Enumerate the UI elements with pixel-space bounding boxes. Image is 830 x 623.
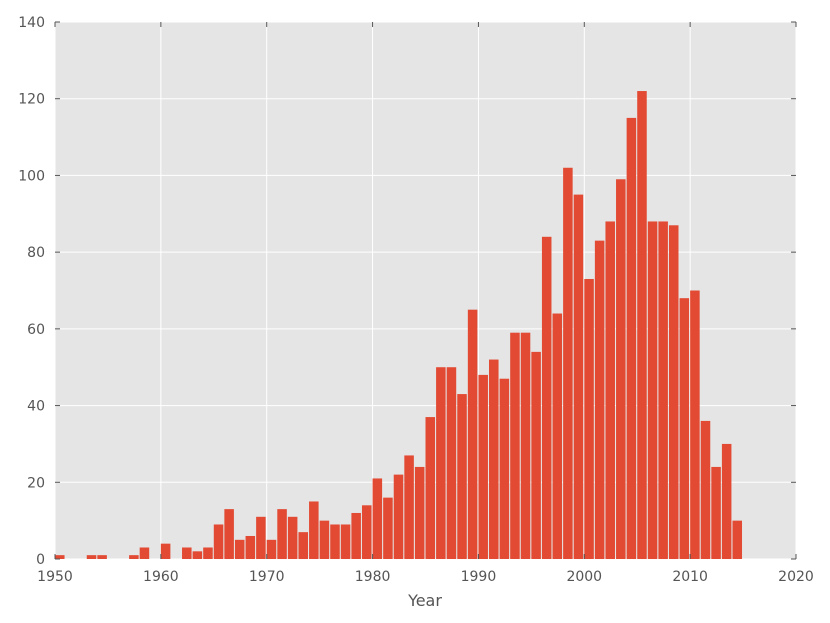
bar — [721, 443, 732, 559]
bar — [594, 240, 605, 559]
y-tick-label: 80 — [27, 245, 45, 261]
bar — [679, 298, 690, 559]
x-tick-label: 1970 — [249, 569, 285, 585]
x-axis-title: Year — [407, 591, 442, 610]
bar — [245, 535, 256, 559]
bar — [361, 505, 372, 559]
bar — [510, 332, 520, 559]
bar — [711, 466, 721, 559]
bar — [520, 332, 531, 559]
y-tick-label: 140 — [18, 15, 45, 31]
bar — [563, 167, 573, 559]
y-tick-label: 120 — [18, 92, 45, 108]
bar — [319, 520, 330, 559]
bar — [436, 367, 446, 559]
bar — [616, 179, 626, 559]
bar — [626, 117, 637, 560]
y-tick-label: 20 — [27, 475, 45, 491]
bar — [467, 309, 478, 559]
bar — [541, 236, 552, 560]
bar — [351, 512, 361, 559]
bar — [637, 91, 647, 560]
bar — [489, 359, 499, 559]
bar — [383, 497, 393, 559]
bar — [552, 313, 563, 559]
x-tick-label: 2020 — [778, 569, 814, 585]
bar — [160, 543, 171, 559]
bar — [478, 374, 488, 559]
bar — [277, 509, 287, 559]
bar — [234, 539, 245, 559]
bar — [658, 221, 668, 559]
bar — [700, 420, 711, 559]
bar — [647, 221, 658, 559]
bar — [732, 520, 743, 559]
bar — [287, 516, 298, 559]
bar — [446, 367, 457, 559]
bar — [86, 555, 97, 559]
bar — [393, 474, 404, 559]
bar — [139, 547, 150, 559]
x-tick-label: 2010 — [672, 569, 708, 585]
bar — [55, 555, 65, 559]
bar — [203, 547, 213, 559]
bar — [340, 524, 351, 559]
bar-series — [55, 91, 743, 560]
bar — [499, 378, 510, 559]
bar — [309, 501, 319, 559]
bar — [584, 278, 594, 559]
bar — [129, 555, 139, 559]
y-tick-label: 100 — [18, 168, 45, 184]
bar — [668, 225, 679, 560]
tick-marks — [54, 21, 797, 560]
bar — [213, 524, 224, 559]
bar — [372, 478, 383, 559]
bar — [97, 555, 107, 559]
y-tick-label: 40 — [27, 399, 45, 415]
y-tick-label: 60 — [27, 322, 45, 338]
bar — [224, 509, 234, 559]
bar — [256, 516, 266, 559]
bar — [690, 290, 700, 559]
y-tick-label: 0 — [36, 552, 45, 568]
bar — [182, 547, 192, 559]
bar — [404, 455, 414, 559]
bar — [573, 194, 584, 559]
bar — [414, 466, 425, 559]
x-tick-label: 1980 — [355, 569, 391, 585]
bar — [457, 394, 467, 559]
bar — [425, 417, 436, 559]
bar — [192, 551, 203, 559]
x-tick-label: 1990 — [461, 569, 497, 585]
x-tick-label: 1950 — [37, 569, 73, 585]
bar — [605, 221, 615, 559]
y-tick-labels: 0 20 40 60 80 100 120 140 — [18, 15, 45, 568]
bar — [298, 532, 308, 559]
x-tick-label: 1960 — [143, 569, 179, 585]
x-tick-labels: 1950 1960 1970 1980 1990 2000 2010 2020 — [37, 569, 814, 585]
bar — [531, 351, 541, 559]
bar — [266, 539, 277, 559]
bar — [330, 524, 340, 559]
x-tick-label: 2000 — [566, 569, 602, 585]
